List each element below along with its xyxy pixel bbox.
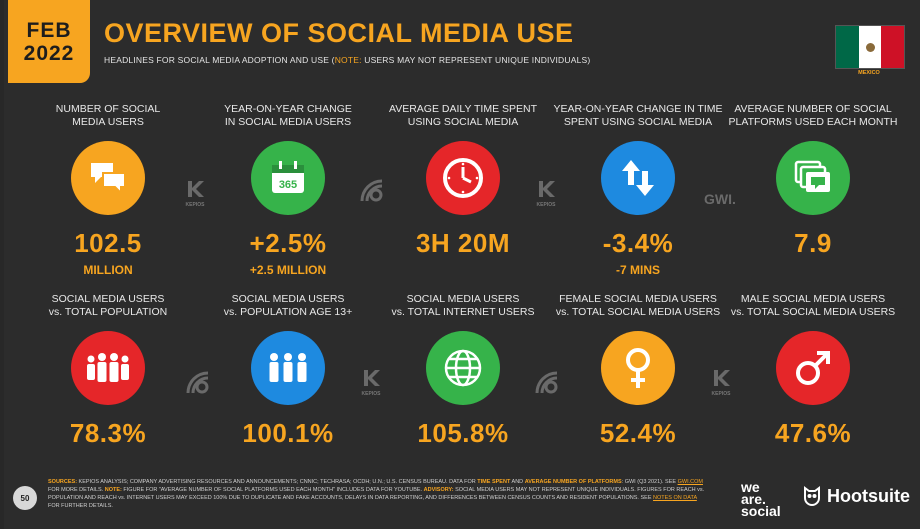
stat-label: YEAR-ON-YEAR CHANGE IN SOCIAL MEDIA USER… [224,103,352,128]
up-down-arrows-icon [601,141,675,215]
stat-label: AVERAGE DAILY TIME SPENT USING SOCIAL ME… [388,103,537,128]
globe-icon [426,331,500,405]
page-subtitle: HEADLINES FOR SOCIAL MEDIA ADOPTION AND … [104,55,590,65]
stat-value: +2.5% [249,228,327,258]
stat-label: SOCIAL MEDIA USERS vs. TOTAL POPULATION [48,293,168,318]
date-month: FEB [26,18,72,42]
stacked-windows-icon [776,141,850,215]
female-symbol-icon [601,331,675,405]
mexico-flag-icon [835,25,905,69]
stat-users-vs-adults: SOCIAL MEDIA USERS vs. POPULATION AGE 13… [203,293,373,449]
stat-label: AVERAGE NUMBER OF SOCIAL PLATFORMS USED … [728,103,898,128]
stat-value: -3.4% [602,228,674,258]
stat-value: 102.5 [74,228,142,258]
date-year: 2022 [23,41,75,65]
stat-label: MALE SOCIAL MEDIA USERS vs. TOTAL SOCIAL… [730,293,896,318]
stat-subvalue: -7 MINS [615,263,660,277]
stat-value: 105.8% [417,418,509,448]
kepios-logo: KEPIOS [711,368,731,397]
kepios-logo: KEPIOS [536,179,556,208]
owl-icon [804,486,820,506]
date-badge: FEB 2022 [8,0,90,83]
stat-value: 7.9 [794,228,832,258]
footer-sources: SOURCES: KEPIOS ANALYSIS; COMPANY ADVERT… [48,479,705,509]
stat-female-users: FEMALE SOCIAL MEDIA USERS vs. TOTAL SOCI… [553,293,723,449]
subtitle-text-2: USERS MAY NOT REPRESENT UNIQUE INDIVIDUA… [361,55,591,65]
stat-value: 3H 20M [415,228,511,258]
stat-value: 47.6% [774,418,852,448]
stat-avg-platforms: AVERAGE NUMBER OF SOCIAL PLATFORMS USED … [728,103,898,259]
stat-label: NUMBER OF SOCIAL MEDIA USERS [55,103,161,128]
stat-male-users: MALE SOCIAL MEDIA USERS vs. TOTAL SOCIAL… [728,293,898,449]
stat-daily-time: AVERAGE DAILY TIME SPENT USING SOCIAL ME… [378,103,548,259]
svg-text:365: 365 [279,179,297,191]
stat-users-vs-population: SOCIAL MEDIA USERS vs. TOTAL POPULATION … [23,293,193,449]
subtitle-note: NOTE: [334,55,362,65]
stat-label: FEMALE SOCIAL MEDIA USERS vs. TOTAL SOCI… [555,293,721,318]
chat-bubbles-icon [71,141,145,215]
stat-value: 52.4% [599,418,677,448]
notes-on-data-link[interactable]: NOTES ON DATA [653,495,697,501]
we-are-social-logo: we are. social [741,479,781,519]
stat-yoy-users: YEAR-ON-YEAR CHANGE IN SOCIAL MEDIA USER… [203,103,373,277]
male-symbol-icon [776,331,850,405]
datareportal-logo-icon [185,370,211,399]
country-label: MEXICO [858,70,880,76]
stat-label: SOCIAL MEDIA USERS vs. POPULATION AGE 13… [223,293,353,318]
subtitle-text: HEADLINES FOR SOCIAL MEDIA ADOPTION AND … [104,55,335,65]
datareportal-logo-icon [534,370,560,399]
adults-icon [251,331,325,405]
stat-users-vs-internet: SOCIAL MEDIA USERS vs. TOTAL INTERNET US… [378,293,548,449]
gwi-logo: GWI. [704,191,736,207]
hootsuite-logo: Hootsuite [802,485,910,507]
page-title: OVERVIEW OF SOCIAL MEDIA USE [104,18,574,48]
stat-subvalue: MILLION [83,263,133,277]
gwi-link[interactable]: GWI.COM [677,479,703,485]
stat-yoy-time: YEAR-ON-YEAR CHANGE IN TIME SPENT USING … [553,103,723,277]
slide: FEB 2022 OVERVIEW OF SOCIAL MEDIA USE HE… [4,0,920,529]
crowd-icon [71,331,145,405]
stat-subvalue: +2.5 MILLION [249,263,327,277]
stat-value: 78.3% [69,418,147,448]
clock-icon [426,141,500,215]
stat-value: 100.1% [242,418,334,448]
kepios-logo: KEPIOS [361,368,381,397]
stat-label: YEAR-ON-YEAR CHANGE IN TIME SPENT USING … [553,103,723,128]
page-number: 50 [13,486,37,510]
kepios-logo: KEPIOS [185,179,205,208]
calendar-365-icon: 365 [251,141,325,215]
stat-social-media-users: NUMBER OF SOCIAL MEDIA USERS 102.5 MILLI… [23,103,193,277]
stat-label: SOCIAL MEDIA USERS vs. TOTAL INTERNET US… [391,293,535,318]
datareportal-logo-icon [359,178,385,207]
